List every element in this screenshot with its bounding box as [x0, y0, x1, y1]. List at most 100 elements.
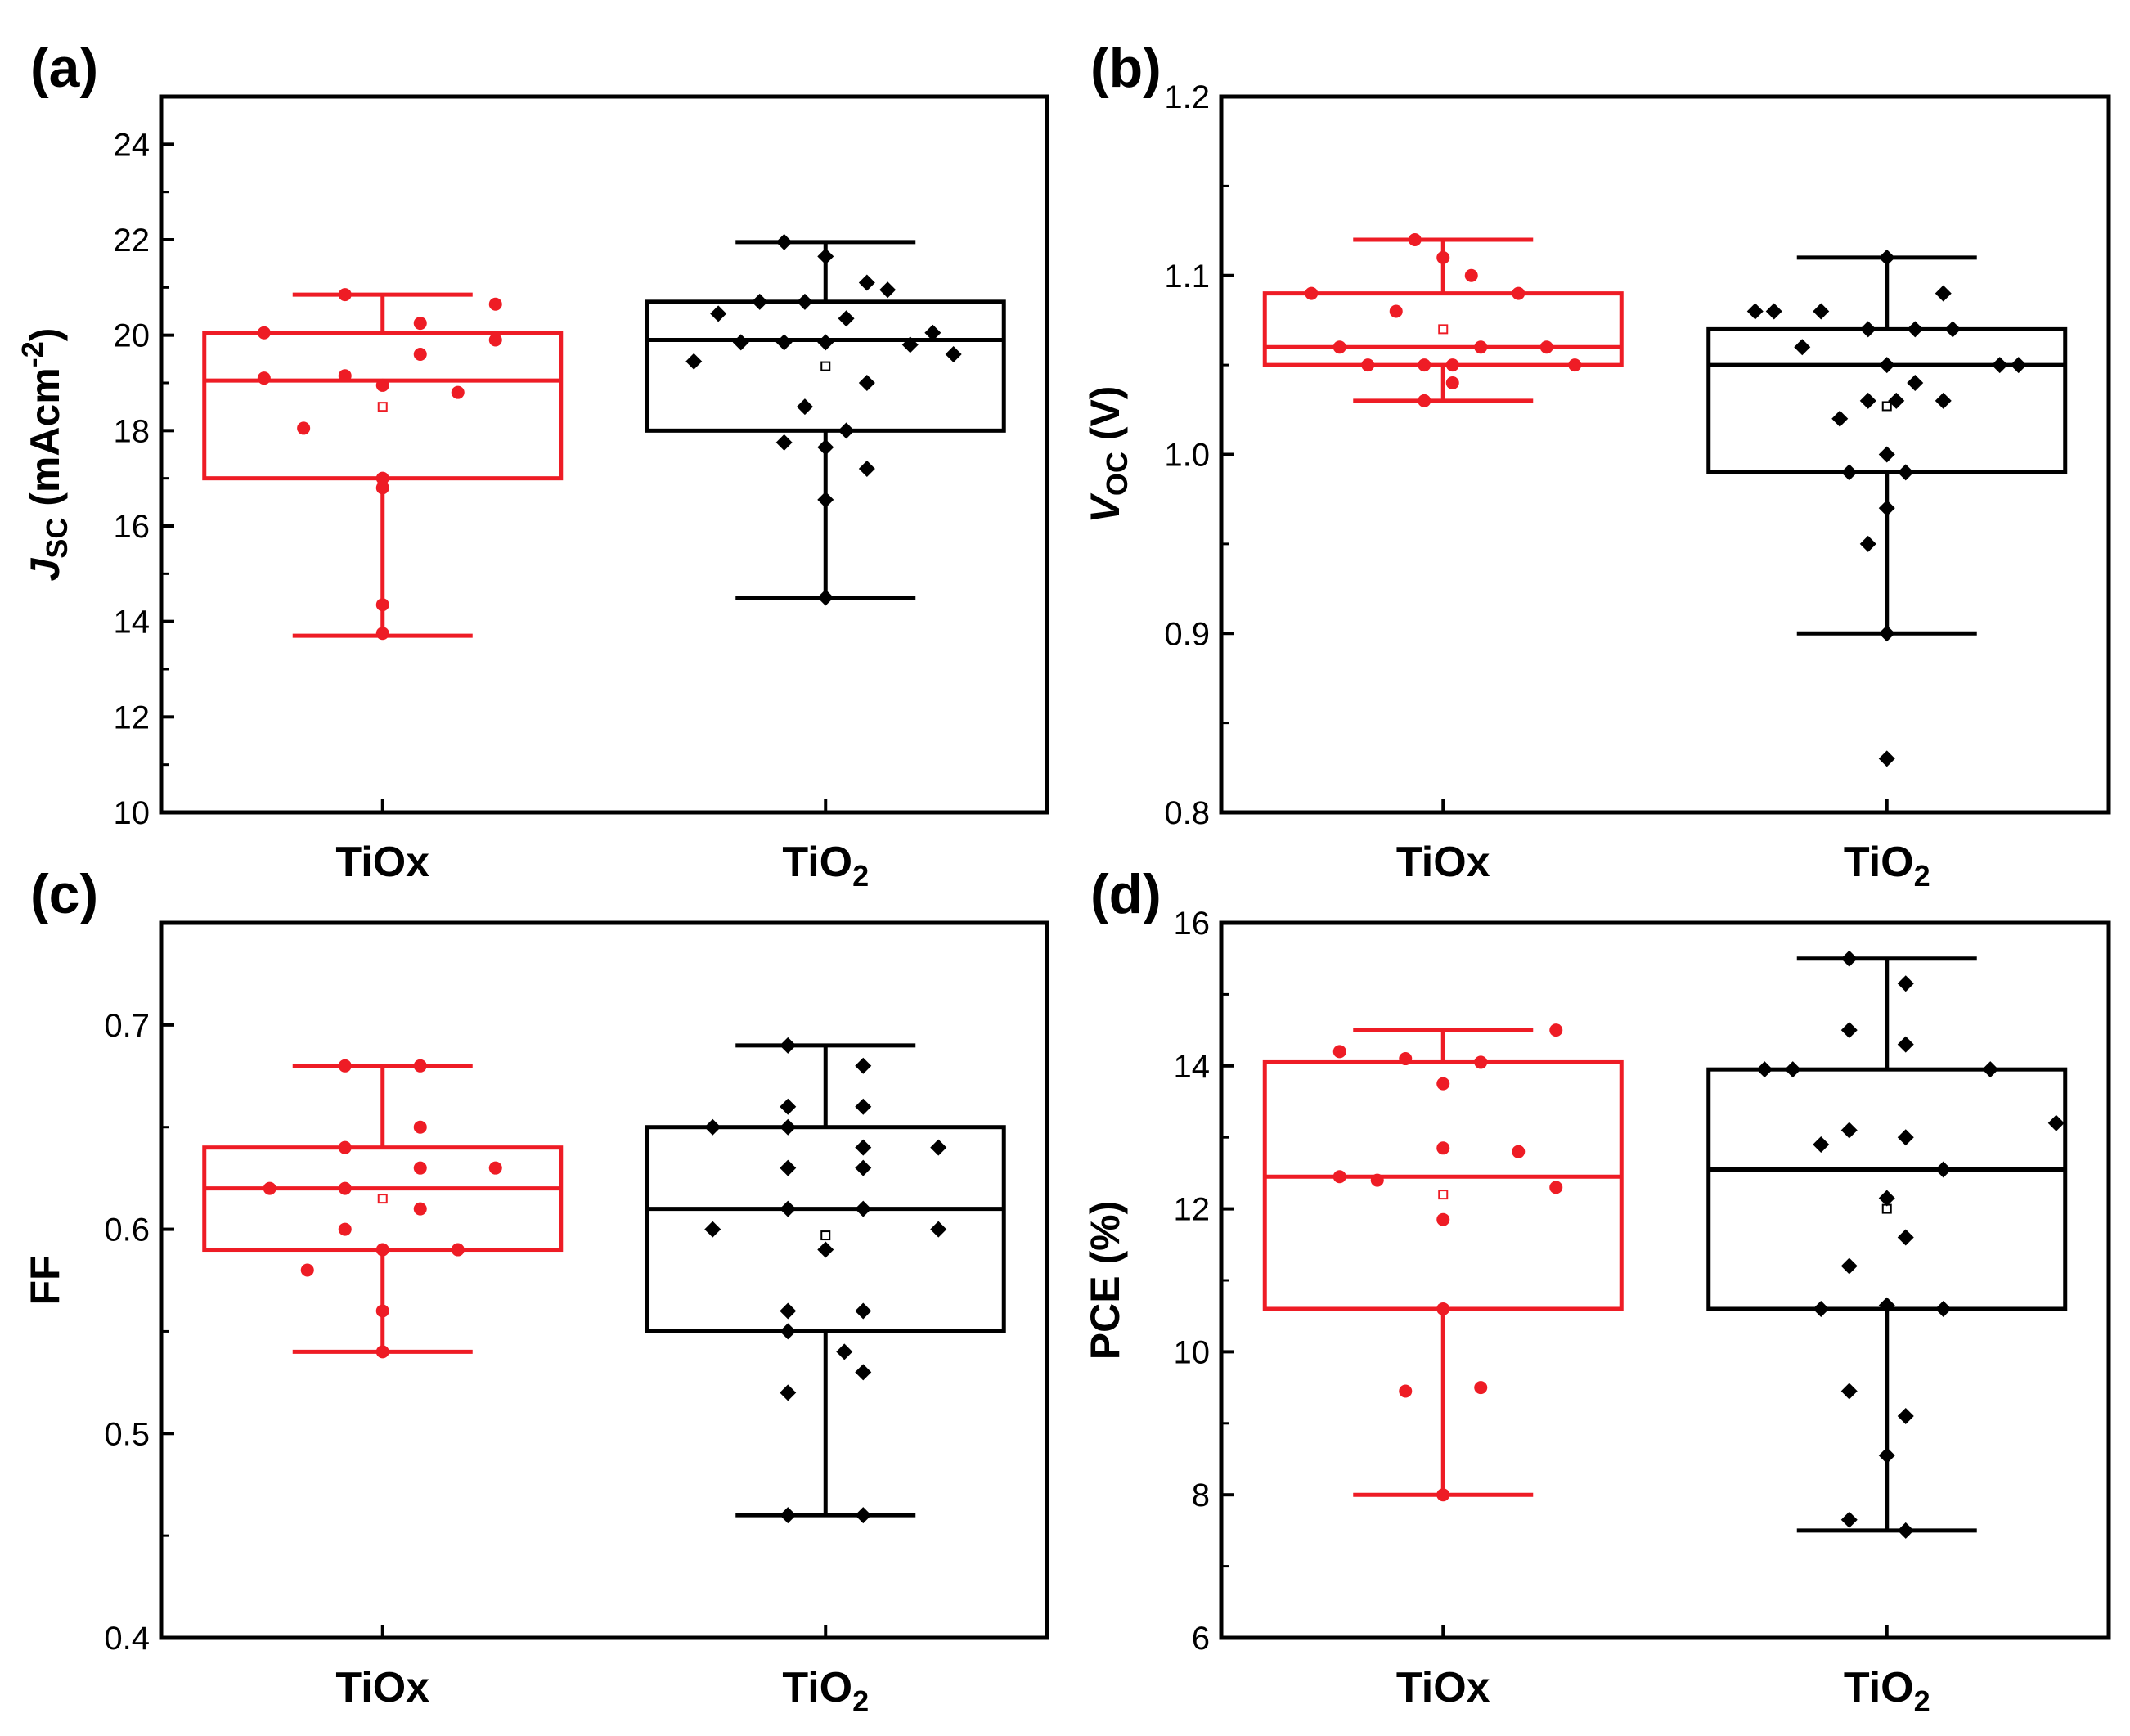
mean-marker — [377, 402, 388, 412]
mean-marker — [820, 1230, 831, 1241]
data-point — [413, 1161, 427, 1175]
data-point — [1982, 1061, 1999, 1078]
x-category-label: TiO2 — [1844, 839, 1930, 893]
data-point — [710, 305, 727, 322]
data-point — [780, 1507, 797, 1524]
data-point — [879, 281, 896, 299]
data-point — [1445, 376, 1459, 389]
data-point — [838, 310, 855, 327]
data-point — [1897, 1408, 1914, 1425]
data-point — [780, 1098, 797, 1115]
data-point — [780, 1384, 797, 1401]
x-category-label: TiO2 — [782, 839, 869, 893]
category-subscript: 2 — [852, 859, 869, 893]
data-point — [1399, 1052, 1413, 1066]
box — [645, 1125, 1006, 1333]
panel-label: (c) — [30, 863, 98, 925]
data-point — [338, 1222, 352, 1236]
data-point — [1539, 340, 1553, 354]
data-point — [1361, 358, 1375, 372]
data-point — [1784, 1061, 1801, 1078]
data-point — [1935, 285, 1952, 302]
data-point — [1512, 286, 1526, 300]
data-point — [855, 1364, 872, 1381]
x-category-label: TiOx — [1396, 839, 1490, 886]
data-point — [488, 1161, 502, 1175]
data-point — [338, 1059, 352, 1073]
data-point — [1813, 1300, 1830, 1317]
data-point — [338, 1140, 352, 1154]
data-point — [817, 1241, 834, 1258]
data-point — [1370, 1173, 1384, 1187]
y-tick-label: 12 — [1174, 1192, 1211, 1228]
category-name: TiO — [782, 839, 852, 886]
data-point — [1840, 950, 1858, 967]
y-tick-label: 12 — [114, 699, 151, 735]
y-tick-label: 14 — [114, 605, 151, 641]
data-point — [375, 1345, 389, 1359]
data-point — [1474, 1055, 1488, 1069]
data-point — [1436, 1302, 1450, 1315]
x-category-label: TiO2 — [1844, 1664, 1930, 1718]
data-point — [413, 348, 427, 361]
series-TiO2: TiO2 — [645, 1037, 1006, 1718]
series-TiOx: TiOx — [1262, 1023, 1624, 1711]
x-category-label: TiO2 — [782, 1664, 869, 1718]
data-point — [1935, 1300, 1952, 1317]
panel-0: 10 12 14 16 18 20 22 24 JSC (mAcm-2) (a) TiOx TiO2 — [16, 37, 1049, 893]
mean-marker — [1438, 324, 1449, 335]
data-point — [1897, 975, 1914, 992]
data-point — [855, 1057, 872, 1074]
data-point — [1840, 1511, 1858, 1528]
y-tick-label: 8 — [1192, 1477, 1210, 1513]
panel-label: (d) — [1090, 863, 1162, 925]
data-point — [2010, 357, 2027, 374]
data-point — [855, 1507, 872, 1524]
data-point — [375, 378, 389, 392]
data-point — [780, 1200, 797, 1217]
category-subscript: 2 — [852, 1684, 869, 1718]
series-TiO2: TiO2 — [1706, 950, 2068, 1718]
box — [645, 299, 1006, 433]
data-point — [1549, 1023, 1563, 1037]
data-point — [780, 1302, 797, 1320]
y-label-subscript: SC — [40, 518, 74, 559]
data-point — [1897, 1036, 1914, 1053]
series-TiO2: TiO2 — [1706, 249, 2068, 893]
data-point — [836, 1343, 853, 1360]
data-point — [338, 288, 352, 302]
box — [1262, 1059, 1624, 1311]
data-point — [817, 491, 834, 508]
data-point — [1813, 1136, 1830, 1153]
data-point — [1991, 357, 2008, 374]
data-point — [1878, 1190, 1895, 1207]
data-point — [1831, 410, 1849, 427]
series-TiOx: TiOx — [1262, 233, 1624, 886]
data-point — [1568, 358, 1582, 372]
data-point — [1418, 358, 1431, 372]
data-point — [930, 1221, 947, 1238]
y-tick-label: 22 — [114, 223, 151, 259]
data-point — [1840, 1383, 1858, 1400]
panel-label: (a) — [30, 37, 98, 99]
data-point — [945, 346, 962, 362]
category-subscript: 2 — [1914, 859, 1930, 893]
data-point — [1878, 750, 1895, 767]
y-tick-label: 0.7 — [104, 1008, 150, 1044]
data-point — [775, 434, 793, 451]
data-point — [838, 422, 855, 439]
data-point — [1756, 1061, 1773, 1078]
data-point — [1897, 1522, 1914, 1539]
data-point — [1474, 340, 1488, 354]
y-tick-label: 1.1 — [1164, 259, 1210, 295]
data-point — [1878, 446, 1895, 463]
series-TiOx: TiOx — [202, 1059, 564, 1711]
box — [1706, 1067, 2068, 1311]
y-tick-label: 6 — [1192, 1621, 1210, 1657]
data-point — [1436, 250, 1450, 264]
data-point — [780, 1037, 797, 1054]
data-point — [796, 398, 813, 416]
data-point — [413, 317, 427, 331]
data-point — [1935, 1161, 1952, 1178]
